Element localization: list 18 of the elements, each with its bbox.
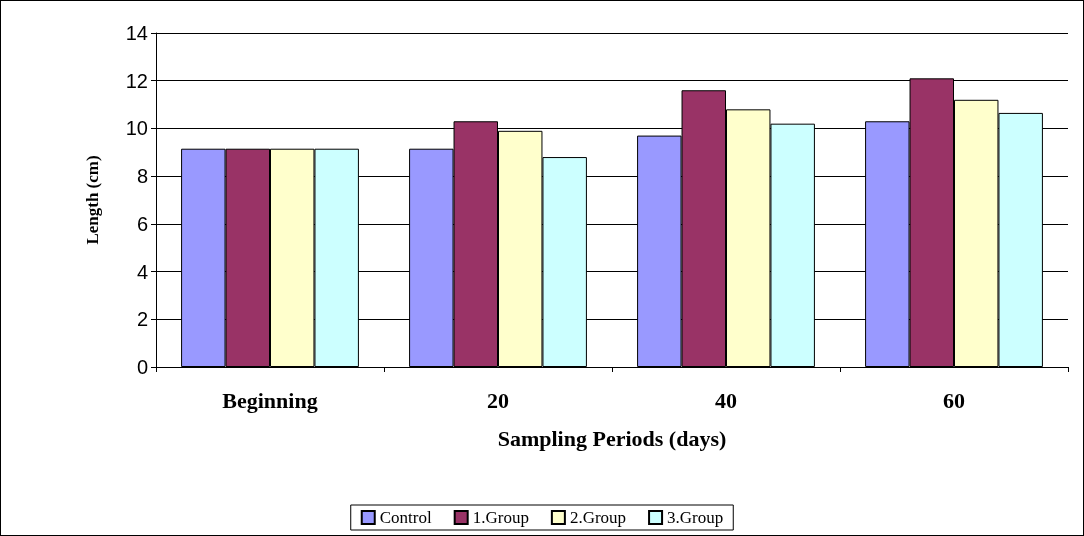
y-tick-label: 12 xyxy=(125,69,148,92)
x-tick-label: Beginning xyxy=(222,387,318,413)
y-tick-label: 8 xyxy=(136,165,148,188)
legend-label: Control xyxy=(379,508,432,527)
legend-label: 1.Group xyxy=(472,508,529,527)
y-axis-title: Length (cm) xyxy=(83,155,102,245)
y-tick-label: 0 xyxy=(136,356,148,378)
x-tick-label: 20 xyxy=(487,387,509,413)
y-tick-label: 14 xyxy=(125,22,148,44)
x-tick-label: 40 xyxy=(715,387,737,413)
x-tick-label: 60 xyxy=(943,387,965,413)
y-tick-label: 10 xyxy=(125,117,148,140)
y-tick-label: 4 xyxy=(136,260,148,283)
legend-label: 2.Group xyxy=(569,508,627,527)
y-tick-label: 6 xyxy=(136,212,148,235)
x-axis-title: Sampling Periods (days) xyxy=(497,425,727,451)
y-tick-label: 2 xyxy=(136,308,148,331)
legend-label: 3.Group xyxy=(667,508,724,527)
